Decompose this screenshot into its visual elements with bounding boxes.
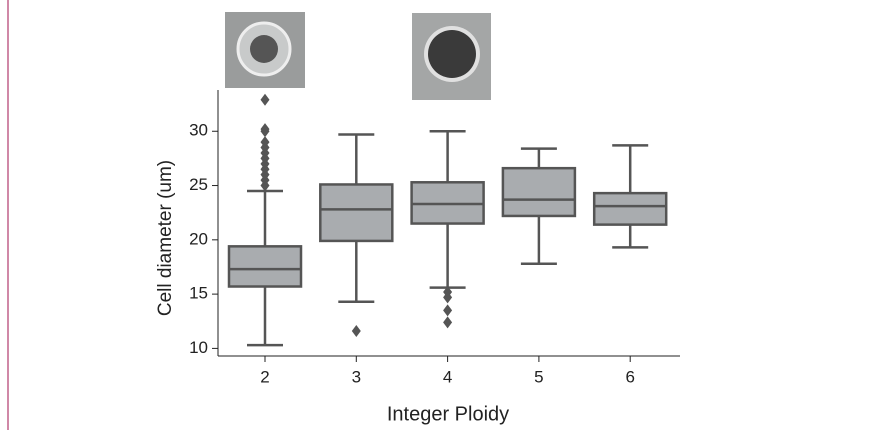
x-tick-label: 4 xyxy=(443,367,452,386)
x-tick-label: 2 xyxy=(260,367,269,386)
outlier xyxy=(260,136,270,149)
x-axis-label: Integer Ploidy xyxy=(387,403,509,425)
y-tick-label: 30 xyxy=(189,121,208,140)
outlier xyxy=(260,123,270,136)
cell-image xyxy=(225,12,305,88)
outlier xyxy=(443,316,453,329)
y-tick-label: 10 xyxy=(189,338,208,357)
cell-image xyxy=(412,13,491,100)
x-tick-label: 5 xyxy=(534,367,543,386)
box xyxy=(501,166,577,218)
y-tick-label: 20 xyxy=(189,229,208,248)
box xyxy=(319,183,394,243)
x-tick-label: 6 xyxy=(625,367,634,386)
outlier xyxy=(260,93,270,106)
outlier xyxy=(443,304,453,317)
y-axis-label: Cell diameter (um) xyxy=(155,160,176,316)
y-tick-label: 15 xyxy=(189,284,208,303)
y-tick-label: 25 xyxy=(189,175,208,194)
box xyxy=(592,191,668,226)
box xyxy=(227,245,303,288)
outlier xyxy=(443,291,453,304)
x-tick-label: 3 xyxy=(352,367,361,386)
outlier xyxy=(351,325,361,338)
